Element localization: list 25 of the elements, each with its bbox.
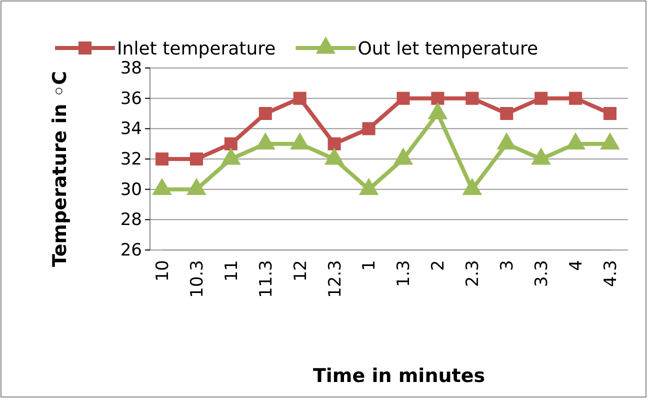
x-tick-label: 3 [498, 260, 518, 271]
x-axis-title: Time in minutes [312, 365, 486, 387]
x-tick-label: 12.3 [325, 260, 346, 298]
x-tick-label: 1.3 [394, 260, 414, 288]
x-tick-label: 3.3 [532, 260, 552, 288]
x-tick-label: 2 [428, 260, 449, 271]
x-tick-label: 2.3 [463, 260, 484, 288]
y-tick-label: 26 [120, 240, 142, 260]
x-tick-label: 11 [222, 260, 242, 282]
x-tick-label: 11.3 [256, 260, 276, 298]
y-tick-label: 38 [120, 58, 142, 78]
legend-label: Inlet temperature [117, 38, 276, 60]
y-tick-label: 36 [120, 88, 142, 109]
x-tick-label: 4 [566, 260, 586, 271]
y-axis-title: Temperature in ◦C [49, 70, 71, 268]
y-tick-label: 30 [120, 180, 142, 200]
legend-label: Out let temperature [358, 38, 538, 60]
x-tick-label: 4.3 [600, 260, 621, 288]
x-tick-label: 10 [152, 260, 173, 282]
x-tick-label: 10.3 [187, 260, 208, 298]
y-tick-label: 28 [120, 210, 142, 230]
y-tick-label: 34 [120, 119, 142, 140]
x-tick-label: 1 [360, 260, 380, 271]
y-tick-label: 32 [120, 149, 142, 170]
x-tick-label: 12 [290, 260, 311, 282]
